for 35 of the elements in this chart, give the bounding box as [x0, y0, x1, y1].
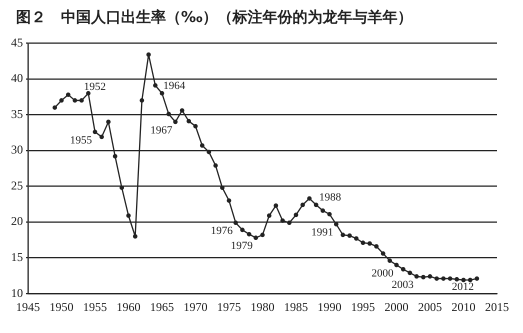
- x-tick-label: 1970: [184, 300, 208, 314]
- x-tick-label: 2000: [384, 300, 408, 314]
- x-tick-label: 1990: [318, 300, 342, 314]
- annotation: 2000: [372, 267, 394, 280]
- annotation: 1964: [163, 80, 186, 92]
- chart-title: 图２ 中国人口出生率（‰）（标注年份的为龙年与羊年）: [16, 8, 414, 27]
- annotation: 1955: [70, 134, 92, 146]
- x-tick-label: 1945: [16, 300, 40, 314]
- annotation: 1988: [319, 191, 342, 204]
- annotation: 1991: [311, 226, 334, 239]
- annotation: 1979: [230, 240, 254, 252]
- x-tick-label: 1975: [217, 300, 241, 314]
- y-tick-label: 20: [11, 214, 23, 228]
- y-tick-label: 15: [11, 250, 23, 264]
- x-tick-label: 1965: [150, 300, 174, 314]
- annotation: 1967: [150, 124, 173, 136]
- y-tick-label: 30: [11, 142, 23, 157]
- annotation: 2012: [452, 280, 474, 293]
- annotation: 1952: [84, 80, 106, 93]
- y-tick-label: 40: [11, 71, 23, 86]
- x-tick-label: 1950: [50, 300, 74, 314]
- x-tick-label: 1960: [116, 300, 140, 314]
- x-tick-label: 2015: [485, 300, 509, 314]
- x-tick-label: 1955: [83, 300, 107, 314]
- y-tick-label: 10: [11, 286, 23, 300]
- x-tick-label: 2010: [452, 300, 476, 314]
- y-tick-label: 35: [11, 106, 23, 121]
- x-tick-label: 2005: [418, 300, 442, 314]
- x-tick-label: 1980: [250, 300, 274, 314]
- annotation: 2003: [392, 278, 414, 291]
- y-tick-label: 45: [11, 35, 23, 50]
- x-tick-label: 1985: [284, 300, 308, 314]
- annotation: 1976: [210, 225, 234, 238]
- y-tick-label: 25: [11, 178, 23, 192]
- x-tick-label: 1995: [351, 300, 375, 314]
